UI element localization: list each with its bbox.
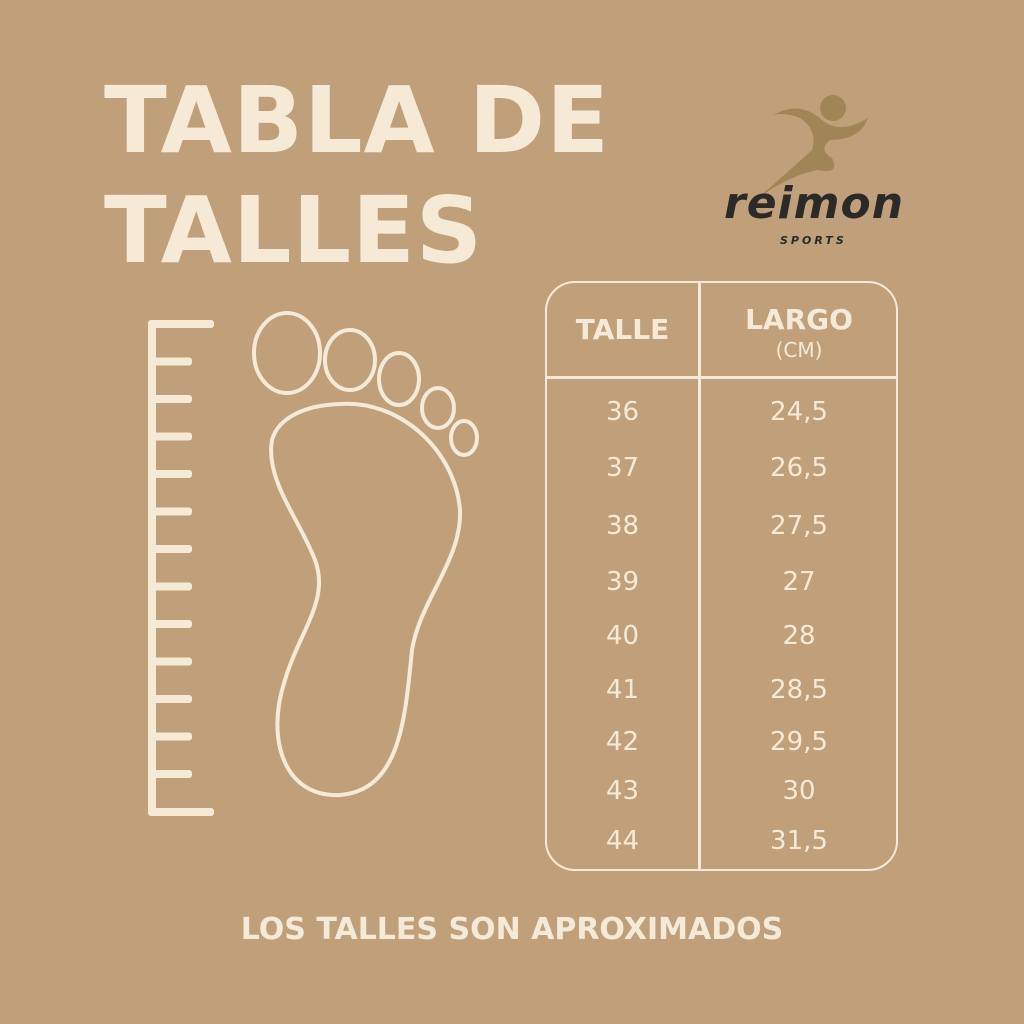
ruler-tick (148, 470, 192, 478)
header-unit: (CM) (775, 338, 823, 362)
title-line-2: TALLES (104, 177, 484, 284)
size-table: TALLE LARGO (CM) 36 24,5 37 26,5 38 27,5 39 27 4… (545, 281, 898, 871)
table-cell-talle: 38 (605, 511, 640, 541)
ruler-tick (148, 732, 192, 741)
ruler-tick (148, 770, 192, 778)
ruler-tick (148, 695, 192, 703)
title-line-1: TABLA DE (104, 67, 611, 174)
header-talle: TALLE (575, 313, 670, 346)
table-cell-largo: 26,5 (770, 453, 828, 483)
column-divider (698, 283, 701, 869)
table-cell-largo: 27,5 (770, 511, 828, 541)
ruler-tick (148, 582, 192, 591)
table-cell-talle: 39 (605, 567, 640, 597)
page-title: TABLA DE TALLES (104, 66, 610, 286)
runner-logo-icon (758, 95, 868, 198)
ruler-tick (148, 657, 192, 666)
ruler-tick (148, 432, 192, 441)
header-largo: LARGO (CM) (700, 303, 898, 363)
ruler-icon (148, 320, 214, 816)
table-cell-largo: 30 (782, 776, 816, 806)
brand-name: reimon (724, 178, 905, 229)
table-cell-largo: 31,5 (770, 826, 828, 856)
table-cell-talle: 37 (605, 453, 640, 483)
table-cell-largo: 24,5 (770, 397, 828, 427)
table-cell-talle: 40 (605, 621, 640, 651)
table-cell-talle: 41 (605, 675, 640, 705)
table-cell-talle: 36 (605, 397, 640, 427)
table-cell-largo: 29,5 (770, 727, 828, 757)
table-cell-largo: 28,5 (770, 675, 828, 705)
header-divider (547, 376, 896, 379)
ruler-tick (148, 507, 192, 516)
ruler-tick (148, 395, 192, 403)
table-cell-largo: 27 (782, 567, 816, 597)
header-largo-label: LARGO (745, 303, 853, 336)
ruler-tick (148, 357, 192, 366)
table-cell-talle: 44 (605, 826, 640, 856)
ruler-tick (148, 620, 192, 628)
brand-subtitle: SPORTS (780, 234, 847, 247)
ruler-tick (148, 545, 192, 553)
table-cell-talle: 43 (605, 776, 640, 806)
table-cell-largo: 28 (782, 621, 816, 651)
footer-note: LOS TALLES SON APROXIMADOS (240, 912, 784, 947)
foot-outline-icon (252, 311, 479, 798)
table-cell-talle: 42 (605, 727, 640, 757)
